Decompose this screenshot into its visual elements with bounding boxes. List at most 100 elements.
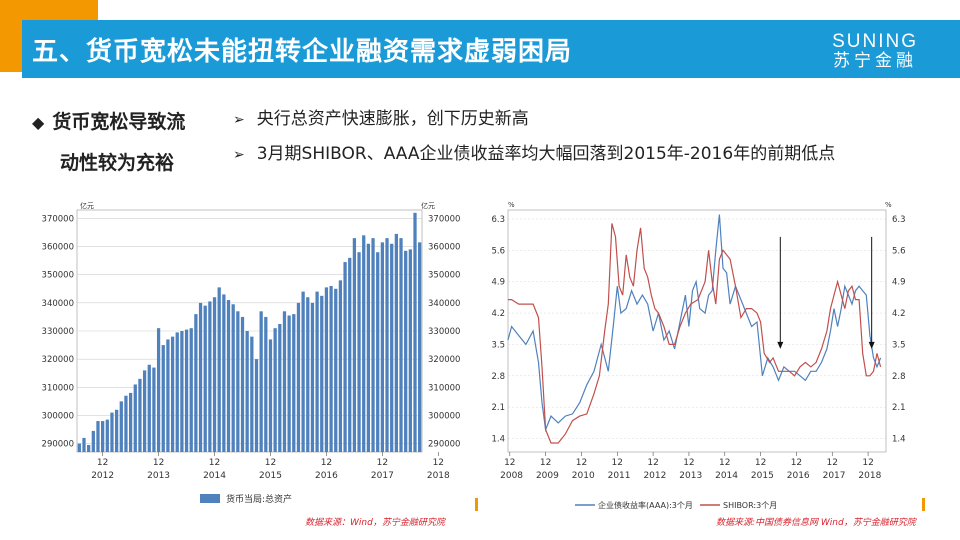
x-tick-label-month: 12 [540,458,551,468]
bullet-list: ➢ 央行总资产快速膨胀，创下历史新高 ➢ 3月期SHIBOR、AAA企业债收益率均大… [233,102,835,172]
bar [198,302,203,452]
bar [362,235,366,452]
bar [320,295,324,452]
bar [240,316,245,452]
y-tick-label-left: 2.8 [491,372,505,382]
bar [208,301,212,452]
bar [273,328,277,452]
bar [82,437,86,452]
bar [385,238,389,452]
bar [334,288,338,452]
bar [114,409,119,452]
bar [194,314,198,452]
y-tick-label-right: 3.5 [892,340,906,350]
bar [87,444,91,452]
bar [329,285,333,452]
bar [245,331,249,452]
x-tick-label-month: 12 [433,458,444,468]
x-tick-label-month: 12 [377,458,388,468]
bar [175,332,179,452]
bar [264,316,268,452]
diamond-bullet-icon: ◆ [32,113,45,132]
x-tick-label-year: 2015 [751,471,774,481]
bar [203,305,207,452]
page-title: 五、货币宽松未能扭转企业融资需求虚弱困局 [32,37,573,67]
bar [404,250,408,452]
y-tick-label-left: 2.1 [491,403,505,413]
bar [371,238,375,452]
bar [119,401,123,452]
x-tick-label-year: 2008 [500,471,523,481]
y-tick-label-left: 350000 [42,271,74,281]
x-tick-label-month: 12 [612,458,623,468]
y-tick-label-right: 5.6 [892,246,906,256]
y-tick-label-left: 1.4 [491,435,505,445]
x-tick-label-year: 2013 [147,471,170,481]
bar [156,328,161,452]
x-tick-label-year: 2014 [715,471,738,481]
y-tick-label-right: 2.8 [892,372,906,382]
bar [296,302,301,452]
x-tick-label-year: 2017 [823,471,846,481]
section-heading-line1: 货币宽松导致流 [52,111,186,133]
divider-accent [475,498,478,511]
series-line-shibor [508,223,882,444]
arrow-bullet-icon: ➢ [233,112,245,128]
left-unit-label: % [508,201,515,209]
legend-label-shibor: SHIBOR:3个月 [723,501,777,510]
legend-swatch [200,494,220,503]
bar [180,331,184,452]
x-tick-label-year: 2018 [858,471,881,481]
y-tick-label-left: 370000 [42,214,74,224]
y-tick-label-left: 3.5 [491,340,505,350]
bar [110,412,114,452]
bullet-item: ➢ 3月期SHIBOR、AAA企业债收益率均大幅回落到2015年-2016年的前期… [233,137,835,172]
y-tick-label-right: 340000 [428,299,460,309]
bar [166,339,170,452]
bar [357,252,361,452]
bar [394,233,398,452]
x-tick-label-month: 12 [862,458,873,468]
brand-logo: SUNING 苏宁金融 [832,32,918,71]
bar [413,212,417,452]
bar [101,421,105,452]
bullet-item: ➢ 央行总资产快速膨胀，创下历史新高 [233,102,835,137]
x-tick-label-year: 2014 [203,471,226,481]
right-source-note: 数据来源:中国债券信息网 Wind，苏宁金融研究院 [716,518,916,528]
x-tick-label-month: 12 [576,458,587,468]
bar [259,311,263,452]
bond-yield-shibor-chart: % % 1.4 1.4 2.1 2.1 2.8 2.8 3.5 3.5 4.2 4.2 4.9 4.9… [491,201,906,510]
legend-label: 货币当局:总资产 [226,493,292,505]
bullet-text: 央行总资产快速膨胀，创下历史新高 [256,109,529,129]
bar [250,336,254,452]
y-tick-label-right: 300000 [428,411,460,421]
bar [292,314,296,452]
bar [96,421,100,452]
bar [128,392,133,452]
y-tick-label-left: 5.6 [491,246,505,256]
x-tick-label-year: 2018 [427,471,450,481]
y-tick-label-left: 300000 [42,411,74,421]
bar [184,329,189,452]
bar [315,291,319,452]
bar [278,323,282,452]
bar [152,367,156,452]
x-tick-label-year: 2011 [608,471,631,481]
x-tick-label-month: 12 [719,458,730,468]
bar [376,252,380,452]
y-tick-label-right: 360000 [428,243,460,253]
x-tick-label-month: 12 [153,458,164,468]
y-tick-label-right: 350000 [428,271,460,281]
right-unit-label: 亿元 [421,201,435,210]
y-tick-label-left: 340000 [42,299,74,309]
bar [366,243,371,452]
bar [147,364,151,452]
y-tick-label-right: 6.3 [892,215,906,225]
x-tick-label-year: 2010 [572,471,595,481]
bar [105,419,109,452]
y-tick-label-right: 370000 [428,214,460,224]
bar [418,242,422,452]
bar [212,297,217,452]
bar [124,395,128,452]
x-tick-label-month: 12 [827,458,838,468]
